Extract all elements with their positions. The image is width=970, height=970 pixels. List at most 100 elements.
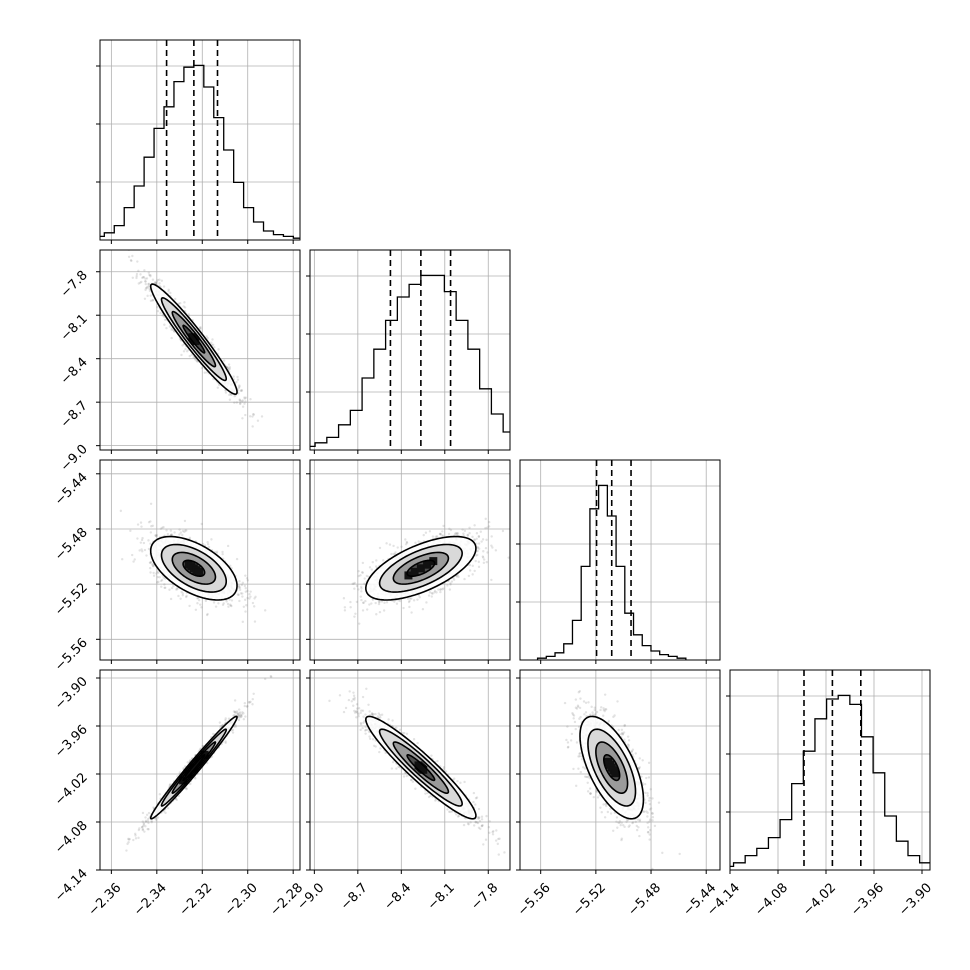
sample-point	[468, 569, 472, 572]
sample-point	[252, 605, 256, 608]
sample-point	[585, 775, 588, 779]
sample-point	[620, 728, 624, 732]
sample-point	[646, 811, 649, 814]
sample-point	[251, 425, 254, 428]
contour-line	[392, 551, 450, 585]
panel-2-1	[306, 459, 511, 664]
sample-point	[370, 602, 373, 605]
sample-point	[328, 699, 331, 703]
sample-point	[358, 622, 361, 625]
sample-point	[135, 276, 138, 280]
sample-point	[486, 526, 489, 529]
sample-point	[463, 529, 467, 533]
sample-point	[246, 579, 250, 582]
sample-point	[168, 784, 171, 787]
sample-point	[477, 816, 481, 820]
sample-point	[142, 824, 145, 828]
sample-point	[233, 394, 236, 398]
sample-point	[476, 545, 480, 549]
sample-point	[565, 738, 568, 742]
sample-point	[139, 281, 142, 284]
sample-point	[374, 601, 377, 605]
sample-point	[368, 737, 372, 740]
sample-point	[459, 781, 462, 785]
sample-point	[244, 400, 247, 403]
sample-point	[181, 592, 184, 595]
sample-point	[162, 285, 166, 288]
sample-point	[588, 787, 592, 790]
sample-point	[467, 823, 470, 826]
sample-point	[184, 347, 187, 351]
sample-point	[188, 759, 192, 762]
sample-point	[175, 798, 179, 802]
sample-point	[645, 810, 648, 813]
sample-point	[480, 818, 484, 821]
sample-point	[439, 588, 442, 591]
sample-point	[599, 806, 602, 809]
sample-point	[609, 812, 613, 815]
sample-point	[150, 819, 153, 823]
sample-point	[188, 604, 191, 608]
sample-point	[147, 547, 151, 551]
sample-point	[235, 380, 238, 384]
sample-point	[252, 413, 255, 416]
sample-point	[435, 591, 438, 594]
sample-point	[364, 728, 368, 732]
sample-point	[378, 610, 382, 614]
panel-0-0	[96, 39, 301, 244]
sample-point	[622, 823, 625, 827]
sample-point	[146, 818, 150, 821]
sample-point	[631, 748, 635, 751]
sample-point	[253, 597, 256, 600]
sample-point	[232, 710, 236, 713]
sample-point	[404, 538, 407, 541]
sample-point	[246, 589, 249, 593]
sample-point	[362, 721, 365, 724]
sample-point	[379, 747, 382, 750]
sample-point	[142, 276, 146, 279]
sample-point	[424, 792, 427, 795]
sample-point	[177, 794, 181, 798]
sample-point	[248, 593, 251, 596]
sample-point	[155, 280, 159, 283]
sample-point	[237, 386, 241, 390]
sample-point	[446, 584, 449, 587]
sample-point	[360, 598, 363, 602]
sample-point	[212, 601, 216, 604]
sample-point	[127, 838, 131, 841]
sample-point	[183, 306, 187, 309]
sample-point	[238, 399, 242, 402]
sample-point	[141, 276, 144, 279]
sample-point	[406, 597, 410, 600]
sample-point	[372, 744, 376, 748]
sample-point	[147, 539, 150, 542]
sample-point	[181, 594, 185, 597]
sample-point	[454, 532, 457, 536]
sample-point	[173, 531, 176, 534]
sample-point	[583, 767, 587, 770]
sample-point	[466, 533, 469, 537]
sample-point	[616, 826, 619, 829]
sample-point	[238, 599, 241, 603]
sample-point	[194, 608, 198, 611]
sample-point	[238, 384, 241, 387]
sample-point	[138, 549, 141, 552]
sample-point	[228, 366, 232, 369]
sample-point	[360, 585, 363, 589]
sample-point	[159, 527, 163, 530]
panel-border	[729, 669, 931, 871]
sample-point	[477, 817, 480, 820]
sample-point	[166, 806, 170, 810]
sample-point	[456, 574, 460, 577]
sample-point	[479, 827, 482, 831]
sample-point	[206, 761, 209, 765]
sample-point	[170, 336, 173, 340]
sample-point	[418, 596, 421, 599]
sample-point	[134, 837, 138, 840]
sample-point	[168, 588, 171, 591]
sample-point	[155, 572, 158, 575]
sample-point	[363, 582, 366, 585]
sample-point	[480, 815, 484, 818]
sample-point	[175, 588, 178, 591]
sample-point	[441, 534, 445, 537]
